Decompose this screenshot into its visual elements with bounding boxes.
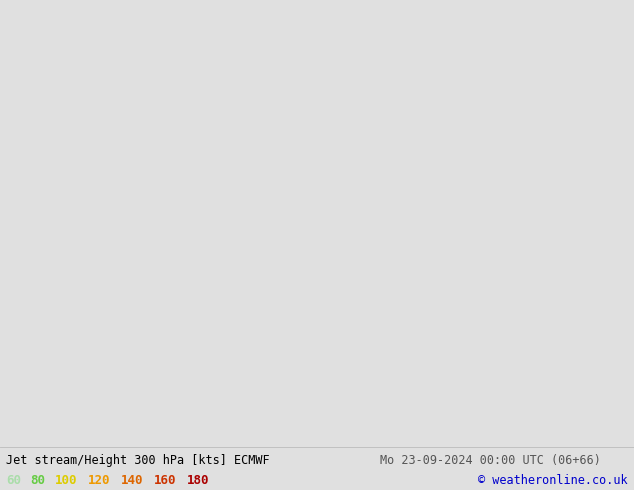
Text: 80: 80: [30, 474, 46, 487]
Text: 100: 100: [55, 474, 77, 487]
Text: Mo 23-09-2024 00:00 UTC (06+66): Mo 23-09-2024 00:00 UTC (06+66): [380, 454, 601, 467]
Text: © weatheronline.co.uk: © weatheronline.co.uk: [478, 474, 628, 487]
Text: 160: 160: [153, 474, 176, 487]
Text: 60: 60: [6, 474, 22, 487]
Text: 140: 140: [120, 474, 143, 487]
Text: 180: 180: [186, 474, 209, 487]
Text: Jet stream/Height 300 hPa [kts] ECMWF: Jet stream/Height 300 hPa [kts] ECMWF: [6, 454, 270, 467]
Text: 120: 120: [87, 474, 110, 487]
